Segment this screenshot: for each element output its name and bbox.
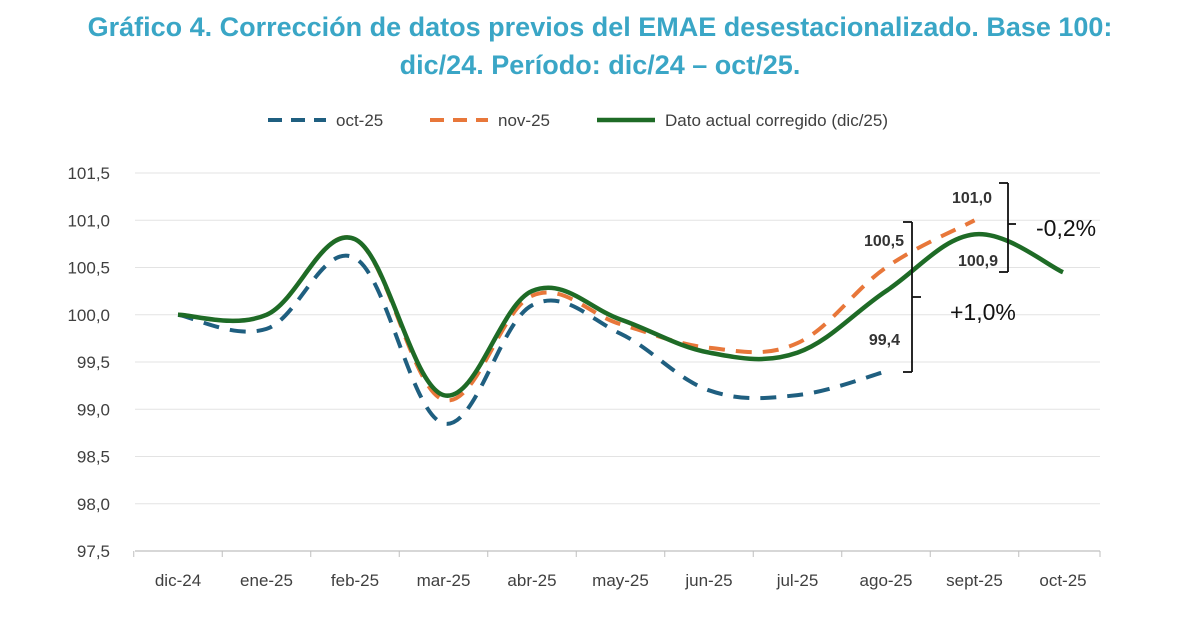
x-tick-label: jun-25 [684,571,732,590]
y-tick-label: 99,0 [77,400,110,419]
axes: 97,5 98,0 98,5 99,0 99,5 100,0 100,5 101,0 101,5… [67,164,1101,590]
y-tick-label: 99,5 [77,353,110,372]
legend-item-nov-25: nov-25 [430,111,550,130]
point-label: 101,0 [952,190,992,207]
legend-label: Dato actual corregido (dic/25) [665,111,888,130]
gridlines [135,172,1100,505]
legend-label: oct-25 [336,111,383,130]
y-tick-label: 98,5 [77,448,110,467]
point-label: 100,9 [958,253,998,270]
x-tick-label: may-25 [592,571,649,590]
x-tick-label: feb-25 [331,571,379,590]
x-tick-label: dic-24 [155,571,201,590]
legend: oct-25 nov-25 Dato actual corregido (dic/2… [268,111,888,130]
x-tick-label: mar-25 [417,571,471,590]
bracket-sept-25 [999,182,1009,273]
y-tick-label: 97,5 [77,542,110,561]
series-line-nov-25 [177,218,976,403]
x-tick-label: ago-25 [860,571,913,590]
series-line-oct-25 [177,253,887,426]
series-lines [177,218,1064,426]
y-tick-label: 101,0 [67,211,110,230]
annotations: 101,0 100,5 100,9 99,4 -0,2% +1,0% [864,182,1096,373]
difference-annotation: +1,0% [950,299,1016,325]
series-line-corrected [177,232,1064,398]
legend-label: nov-25 [498,111,550,130]
point-label: 100,5 [864,233,904,250]
point-label: 99,4 [869,332,900,349]
difference-annotation: -0,2% [1036,215,1096,241]
y-tick-label: 101,5 [67,164,110,183]
legend-item-oct-25: oct-25 [268,111,383,130]
x-tick-label: oct-25 [1039,571,1086,590]
y-tick-label: 100,5 [67,259,110,278]
bracket-ago-25 [903,221,913,373]
x-tick-label: ene-25 [240,571,293,590]
chart-title-line-1: Gráfico 4. Corrección de datos previos d… [87,12,1113,42]
x-tick-label: jul-25 [776,571,819,590]
x-tick-label: abr-25 [507,571,556,590]
legend-item-corrected: Dato actual corregido (dic/25) [597,111,888,130]
x-tick-label: sept-25 [946,571,1003,590]
chart-title: Gráfico 4. Corrección de datos previos d… [0,8,1200,84]
y-tick-label: 98,0 [77,495,110,514]
y-tick-label: 100,0 [67,306,110,325]
chart-title-line-2: dic/24. Período: dic/24 – oct/25. [399,50,801,80]
